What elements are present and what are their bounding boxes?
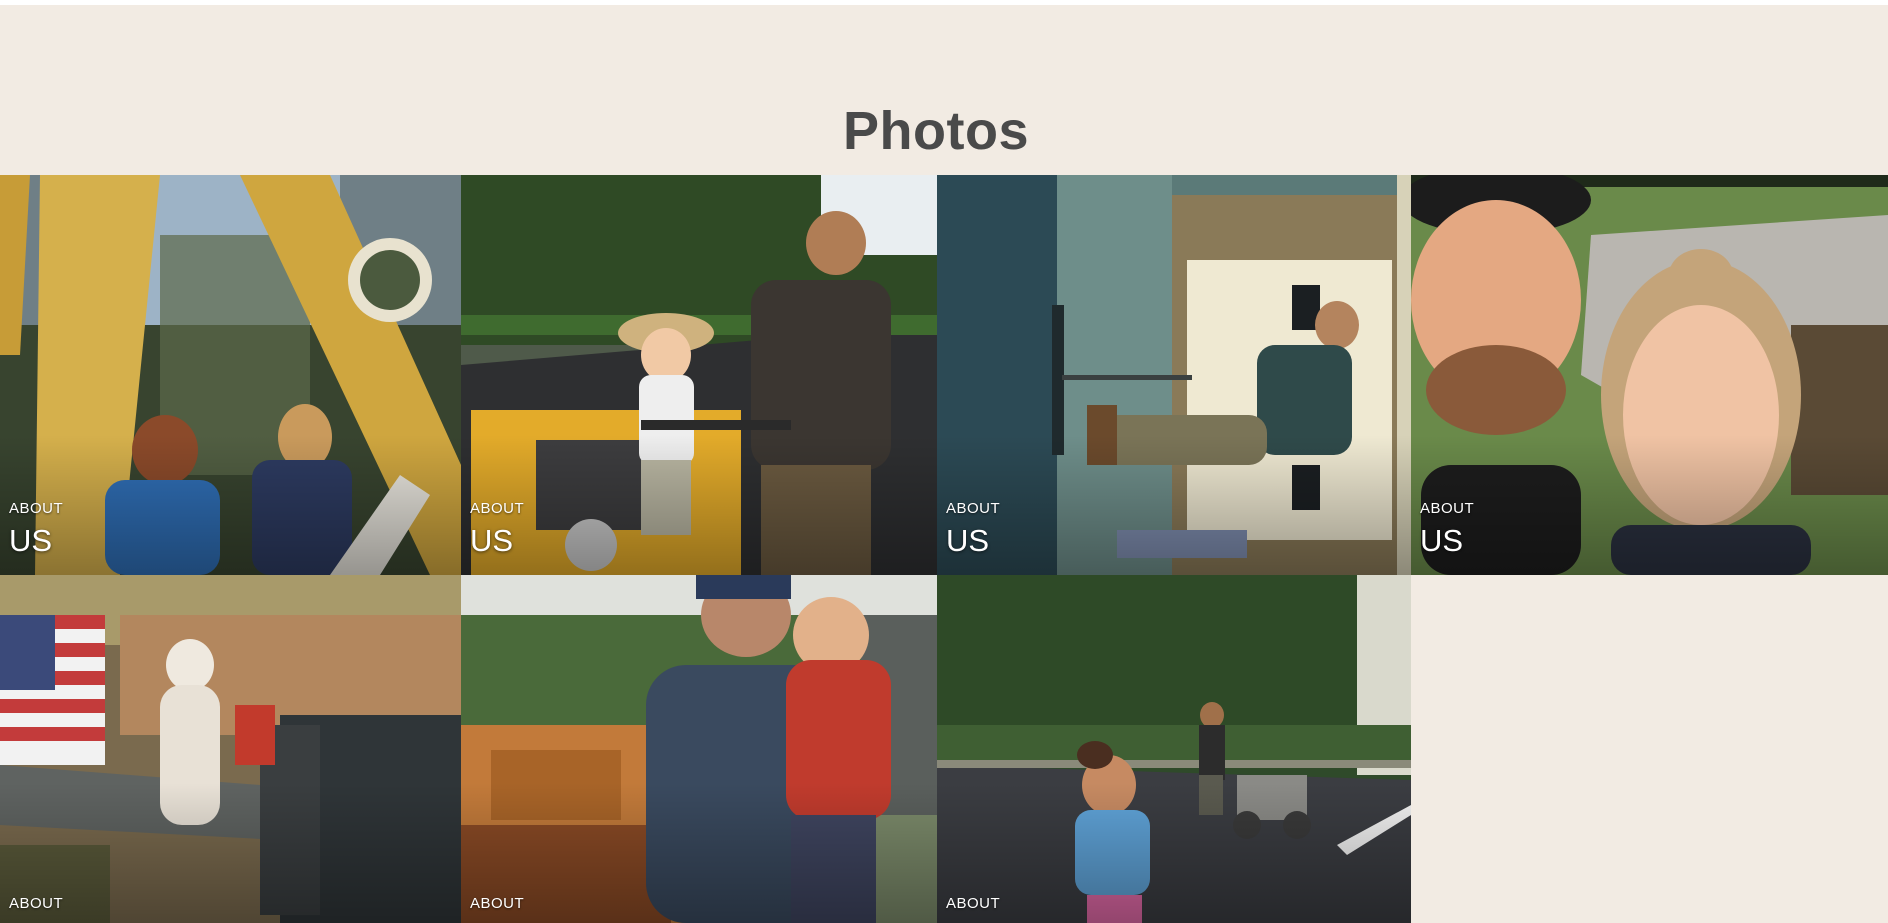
gallery-tile-1[interactable]: ABOUT US [0,175,461,575]
caption-shade [0,783,461,923]
photo-worker-raking [937,175,1411,575]
tile-caption-small: ABOUT [9,500,64,517]
photo-man-with-child [461,575,937,923]
tile-caption-large: US [470,523,514,558]
photo-couple-selfie [1411,175,1888,575]
caption-shade [461,435,937,575]
photo-gallery: ABOUT US ABOUT US [0,175,1888,923]
tile-caption-large: US [1420,523,1464,558]
photo-excavator-kids [0,175,461,575]
photo-girl-driveway [937,575,1411,923]
tile-caption-small: ABOUT [9,895,64,912]
gallery-tile-6[interactable]: ABOUT [461,575,937,923]
caption-shade [1411,435,1888,575]
caption-shade [937,435,1411,575]
photo-dog-truck [0,575,461,923]
photo-roller-toddler [461,175,937,575]
tile-caption-small: ABOUT [1420,500,1475,517]
tile-caption-small: ABOUT [946,500,1001,517]
caption-shade [0,435,461,575]
gallery-tile-7[interactable]: ABOUT [937,575,1411,923]
gallery-tile-2[interactable]: ABOUT US [461,175,937,575]
tile-caption-large: US [9,523,53,558]
tile-caption-small: ABOUT [946,895,1001,912]
tile-caption-small: ABOUT [470,500,525,517]
gallery-tile-5[interactable]: ABOUT [0,575,461,923]
tile-caption-large: US [946,523,990,558]
page-title: Photos [843,101,1029,161]
top-strip [0,0,1888,5]
tile-caption-small: ABOUT [470,895,525,912]
caption-shade [461,783,937,923]
gallery-tile-3[interactable]: ABOUT US [937,175,1411,575]
gallery-tile-4[interactable]: ABOUT US [1411,175,1888,575]
caption-shade [937,783,1411,923]
